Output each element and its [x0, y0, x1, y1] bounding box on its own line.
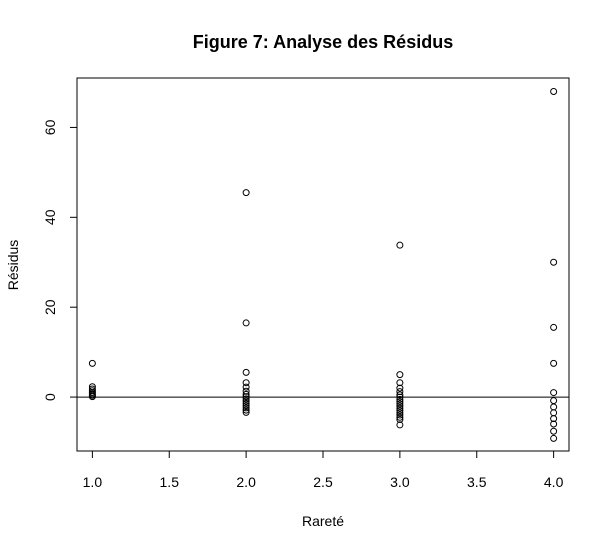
data-point	[550, 258, 558, 266]
data-point	[242, 395, 250, 403]
y-tick-label: 60	[42, 119, 58, 135]
data-point	[396, 371, 404, 379]
data-point	[550, 87, 558, 95]
data-point	[242, 383, 250, 391]
data-point	[242, 390, 250, 398]
plot-frame	[76, 77, 570, 452]
data-point	[396, 391, 404, 399]
data-point	[396, 395, 404, 403]
data-point	[550, 415, 558, 423]
data-point	[550, 420, 558, 428]
data-point	[242, 189, 250, 197]
data-point	[242, 368, 250, 376]
data-point	[396, 379, 404, 387]
data-point	[396, 388, 404, 396]
data-point	[550, 397, 558, 405]
x-tick-label: 4.0	[544, 474, 564, 490]
x-tick-label: 2.5	[313, 474, 333, 490]
data-point	[396, 393, 404, 401]
chart-title: Figure 7: Analyse des Résidus	[193, 32, 453, 52]
data-point	[242, 397, 250, 405]
data-point	[88, 393, 96, 401]
data-point	[550, 427, 558, 435]
y-axis: 0 20 40 60	[42, 119, 78, 401]
data-point	[242, 379, 250, 387]
x-tick-label: 1.5	[160, 474, 180, 490]
x-tick-label: 2.0	[236, 474, 256, 490]
data-point	[396, 400, 404, 408]
data-point	[242, 406, 250, 414]
data-point	[550, 389, 558, 397]
data-point	[550, 409, 558, 417]
data-point	[396, 421, 404, 429]
data-point	[396, 404, 404, 412]
data-point	[242, 319, 250, 327]
data-point	[396, 413, 404, 421]
data-point	[242, 402, 250, 410]
data-point	[396, 402, 404, 410]
data-point	[396, 241, 404, 249]
points-layer	[88, 87, 558, 442]
data-point	[242, 404, 250, 412]
data-point	[396, 384, 404, 392]
data-point	[88, 359, 96, 367]
data-point	[396, 416, 404, 424]
y-tick-label: 0	[42, 393, 58, 401]
data-point	[242, 393, 250, 401]
data-point	[550, 323, 558, 331]
y-tick-label: 40	[42, 209, 58, 225]
data-point	[396, 409, 404, 417]
data-point	[550, 403, 558, 411]
data-point	[550, 359, 558, 367]
x-tick-label: 3.0	[390, 474, 410, 490]
data-point	[396, 398, 404, 406]
data-point	[242, 387, 250, 395]
data-point	[242, 399, 250, 407]
data-point	[550, 434, 558, 442]
y-tick-label: 20	[42, 299, 58, 315]
data-point	[396, 407, 404, 415]
data-point	[396, 411, 404, 419]
x-tick-label: 3.5	[467, 474, 487, 490]
data-point	[242, 408, 250, 416]
y-axis-label: Résidus	[5, 240, 21, 291]
x-tick-label: 1.0	[83, 474, 103, 490]
x-axis: 1.0 1.5 2.0 2.5 3.0 3.5 4.0	[83, 450, 564, 490]
x-axis-label: Rareté	[302, 513, 344, 529]
